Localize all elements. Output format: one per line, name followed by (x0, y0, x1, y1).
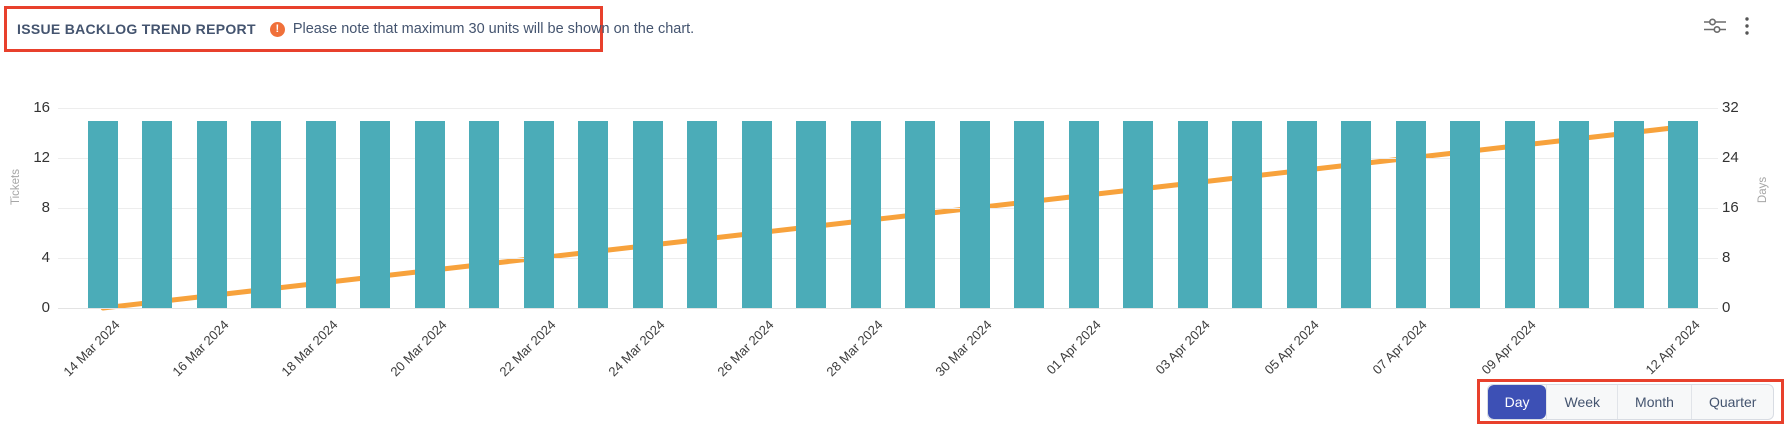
chart-bar[interactable] (1068, 120, 1099, 308)
x-axis-date-label: 22 Mar 2024 (496, 317, 559, 380)
x-axis-date-label: 26 Mar 2024 (714, 317, 777, 380)
x-axis-date-label: 01 Apr 2024 (1043, 317, 1104, 378)
x-axis-date-label: 20 Mar 2024 (387, 317, 450, 380)
x-axis-date-label: 28 Mar 2024 (823, 317, 886, 380)
x-axis-date-label: 05 Apr 2024 (1261, 317, 1322, 378)
chart-bar[interactable] (687, 120, 718, 308)
y-axis-tick-right: 32 (1722, 99, 1739, 116)
chart-bar[interactable] (850, 120, 881, 308)
chart-bar[interactable] (414, 120, 445, 308)
y-axis-tick-left: 8 (41, 199, 50, 216)
chart-bar[interactable] (1341, 120, 1372, 308)
chart-bar[interactable] (1123, 120, 1154, 308)
x-axis-date-label: 07 Apr 2024 (1369, 317, 1431, 378)
y-axis-tick-left: 16 (33, 99, 50, 116)
chart-bar[interactable] (523, 120, 554, 308)
chart-bar[interactable] (251, 120, 282, 308)
period-toggle-group: Day Week Month Quarter (1486, 383, 1775, 420)
chart-bar[interactable] (905, 120, 936, 308)
kebab-menu-icon[interactable] (1744, 16, 1750, 36)
chart-bar[interactable] (1177, 120, 1208, 308)
chart-bar[interactable] (142, 120, 173, 308)
chart-bar[interactable] (741, 120, 772, 308)
gridline (58, 108, 1718, 109)
annotation-box-period: Day Week Month Quarter (1477, 379, 1784, 424)
max-units-note: Please note that maximum 30 units will b… (292, 21, 695, 37)
x-axis-date-label: 03 Apr 2024 (1152, 317, 1213, 378)
chart-bar[interactable] (1286, 120, 1317, 308)
chart-toolbar (1702, 16, 1750, 36)
x-axis-date-label: 18 Mar 2024 (278, 317, 341, 380)
chart-bar[interactable] (1014, 120, 1045, 308)
chart-bar[interactable] (1668, 120, 1698, 308)
x-axis-date-label: 16 Mar 2024 (169, 317, 232, 380)
chart-bar[interactable] (360, 120, 391, 308)
chart-bar[interactable] (88, 120, 118, 308)
chart-bar[interactable] (959, 120, 990, 308)
period-button-quarter[interactable]: Quarter (1690, 384, 1773, 419)
chart-bar[interactable] (1559, 120, 1590, 308)
chart-bar[interactable] (632, 120, 663, 308)
chart-bar[interactable] (305, 120, 336, 308)
chart-bar[interactable] (1232, 120, 1263, 308)
gridline (58, 158, 1718, 159)
chart-bar[interactable] (578, 120, 609, 308)
annotation-box-header: ISSUE BACKLOG TREND REPORT ! Please note… (4, 6, 694, 52)
chart-bar[interactable] (196, 120, 227, 308)
warning-icon: ! (269, 21, 285, 37)
report-title: ISSUE BACKLOG TREND REPORT (17, 21, 256, 37)
gridline (58, 308, 1718, 309)
x-axis-date-label: 24 Mar 2024 (605, 317, 668, 380)
x-axis-date-label: 30 Mar 2024 (932, 317, 995, 380)
y-axis-tick-left: 0 (41, 299, 50, 316)
y-axis-tick-left: 4 (41, 249, 50, 266)
chart-bar[interactable] (1504, 120, 1535, 308)
y-axis-tick-right: 0 (1722, 299, 1731, 316)
x-axis-date-label: 09 Apr 2024 (1478, 317, 1540, 378)
y-axis-tick-right: 24 (1722, 149, 1739, 166)
period-button-month[interactable]: Month (1617, 384, 1691, 419)
y-axis-tick-right: 8 (1722, 249, 1731, 266)
y-axis-tick-left: 12 (33, 149, 50, 166)
gridline (58, 258, 1718, 259)
sliders-icon[interactable] (1702, 17, 1728, 35)
chart-bar[interactable] (1613, 120, 1644, 308)
period-button-day[interactable]: Day (1487, 384, 1547, 419)
right-axis-title: Days (1757, 176, 1769, 204)
x-axis-date-label: 14 Mar 2024 (60, 317, 123, 380)
chart-bar[interactable] (1450, 120, 1481, 308)
period-button-week[interactable]: Week (1546, 384, 1617, 419)
x-axis-date-label: 12 Apr 2024 (1642, 317, 1703, 378)
chart-bar[interactable] (469, 120, 500, 308)
y-axis-tick-right: 16 (1722, 199, 1739, 216)
gridline (58, 208, 1718, 209)
chart-bar[interactable] (796, 120, 827, 308)
chart-bar[interactable] (1395, 120, 1426, 308)
